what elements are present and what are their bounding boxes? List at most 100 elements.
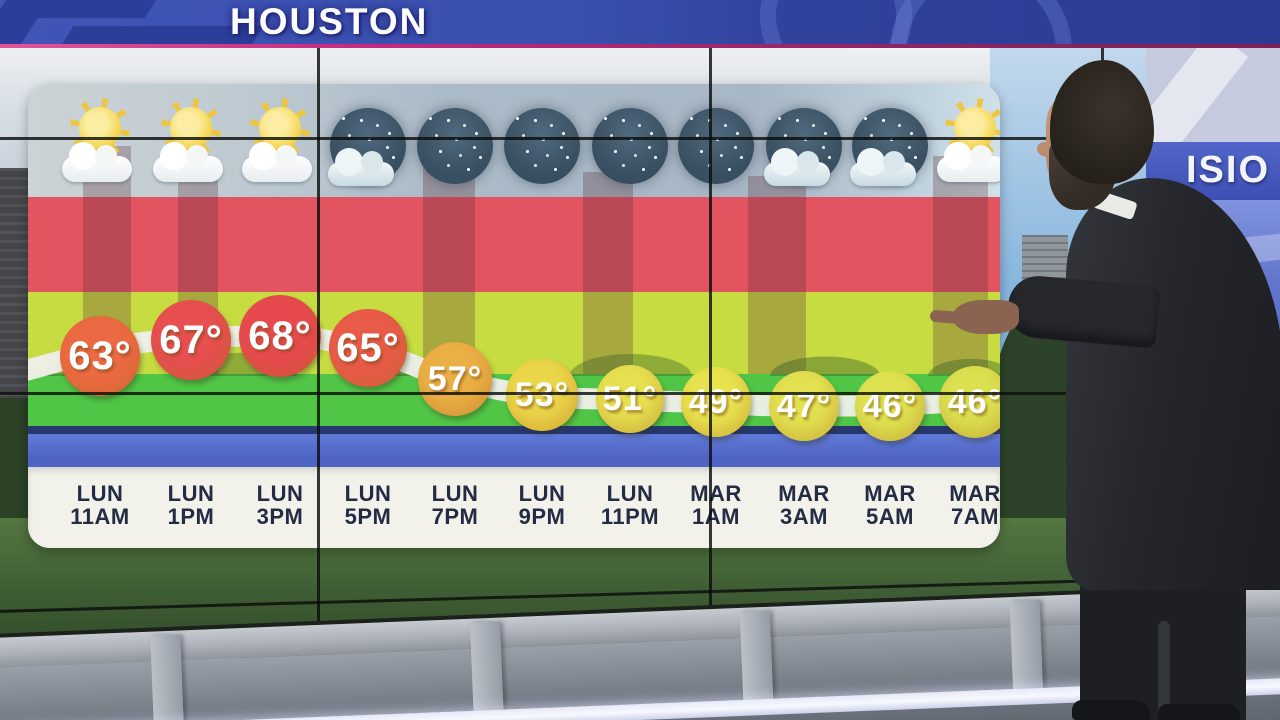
day-label: LUN: [518, 481, 566, 506]
header-deco-ring: [760, 0, 912, 44]
time-label: LUN 11AM: [50, 482, 150, 528]
day-label: LUN: [606, 481, 654, 506]
hour-label: 11PM: [600, 504, 660, 529]
cloud-icon: [764, 148, 830, 186]
hour-label: 11AM: [70, 504, 130, 529]
wall-base-post: [739, 610, 774, 708]
partly-cloudy-day-icon: [238, 98, 322, 186]
clear-night-icon: [500, 106, 584, 186]
temperature-bubble: 63°: [60, 316, 140, 396]
time-label: LUN 5PM: [318, 482, 418, 528]
header-bar: HOUSTON: [0, 0, 1280, 44]
day-label: LUN: [256, 481, 304, 506]
day-label: MAR: [690, 481, 742, 506]
hour-label: 1AM: [692, 504, 740, 529]
divider-band: [28, 426, 1000, 434]
wall-base-post: [1009, 599, 1044, 698]
location-title: HOUSTON: [230, 1, 429, 42]
wall-base-post: [150, 634, 185, 720]
hour-label: 3PM: [256, 504, 304, 529]
clear-night-icon: [674, 106, 758, 186]
hour-label: 9PM: [518, 504, 566, 529]
hourly-forecast-panel: 63° 67° 68° 65° 57° 53° 51° 49° 47° 46° 46° LUN 11A…: [28, 84, 1000, 548]
cloud-icon: [937, 142, 1000, 182]
hour-label: 5AM: [866, 504, 914, 529]
side-wall-top: [1146, 48, 1280, 142]
hour-label: 7PM: [431, 504, 479, 529]
time-label: MAR 1AM: [666, 482, 766, 528]
night-sky-icon: [678, 108, 754, 184]
stars-icon: [852, 108, 928, 184]
partly-cloudy-day-icon: [933, 98, 1000, 186]
mostly-cloudy-night-icon: [326, 106, 410, 186]
skyline-silhouette: [933, 156, 988, 374]
temperature-bubble: 67°: [151, 300, 231, 380]
temperature-bubble: 51°: [596, 365, 664, 433]
time-label: MAR 7AM: [925, 482, 1000, 528]
cloud-icon: [242, 142, 312, 182]
cloud-icon: [62, 142, 132, 182]
night-sky-icon: [417, 108, 493, 184]
temperature-bubble: 53°: [506, 359, 578, 431]
time-label: LUN 11PM: [580, 482, 680, 528]
temperature-bubble: 46°: [939, 366, 1000, 438]
warm-temp-band: [28, 197, 1000, 292]
day-label: MAR: [949, 481, 1000, 506]
bezel-vertical-1: [317, 0, 320, 642]
hour-label: 7AM: [951, 504, 999, 529]
partly-cloudy-day-icon: [149, 98, 233, 186]
weatherman-hair: [1050, 60, 1154, 184]
time-label: MAR 3AM: [754, 482, 854, 528]
time-label: LUN 3PM: [230, 482, 330, 528]
temperature-bubble: 47°: [769, 371, 839, 441]
night-sky-icon: [504, 108, 580, 184]
skyline-silhouette: [748, 176, 806, 374]
stars-icon: [330, 108, 406, 184]
cloud-icon: [328, 148, 394, 186]
mostly-cloudy-night-icon: [762, 106, 846, 186]
day-label: MAR: [864, 481, 916, 506]
header-deco-shape: [0, 8, 44, 44]
cloud-icon: [850, 148, 916, 186]
clear-night-icon: [588, 106, 672, 186]
hour-label: 3AM: [780, 504, 828, 529]
clear-night-icon: [413, 106, 497, 186]
day-label: LUN: [431, 481, 479, 506]
day-label: LUN: [167, 481, 215, 506]
temperature-bubble: 68°: [239, 295, 321, 377]
cloud-icon: [153, 142, 223, 182]
time-label-band: [28, 467, 1000, 548]
time-label: MAR 5AM: [840, 482, 940, 528]
time-label: LUN 1PM: [141, 482, 241, 528]
hour-label: 1PM: [167, 504, 215, 529]
cold-temp-band: [28, 434, 1000, 467]
day-label: LUN: [76, 481, 124, 506]
skyline-silhouette: [583, 172, 633, 374]
time-label: LUN 7PM: [405, 482, 505, 528]
stars-icon: [504, 108, 580, 184]
stars-icon: [592, 108, 668, 184]
stars-icon: [766, 108, 842, 184]
stars-icon: [417, 108, 493, 184]
bezel-vertical-2: [709, 0, 712, 642]
bezel-horizontal-1: [0, 137, 1280, 140]
weatherman-shoe: [1158, 704, 1240, 720]
header-deco-ring: [890, 0, 1072, 44]
hour-label: 5PM: [344, 504, 392, 529]
weatherman-pointing-finger: [929, 309, 967, 325]
mostly-cloudy-night-icon: [848, 106, 932, 186]
temperature-bubble: 49°: [681, 367, 751, 437]
partly-cloudy-day-icon: [58, 98, 142, 186]
wall-base-post: [469, 621, 504, 719]
bezel-horizontal-2: [0, 392, 1108, 395]
night-sky-icon: [592, 108, 668, 184]
weatherman-shoe: [1072, 700, 1150, 720]
header-underline: [0, 44, 1280, 48]
day-label: LUN: [344, 481, 392, 506]
day-label: MAR: [778, 481, 830, 506]
temperature-bubble: 57°: [418, 342, 492, 416]
weatherman-torso: [1066, 178, 1280, 590]
temperature-bubble: 65°: [329, 309, 407, 387]
stars-icon: [678, 108, 754, 184]
